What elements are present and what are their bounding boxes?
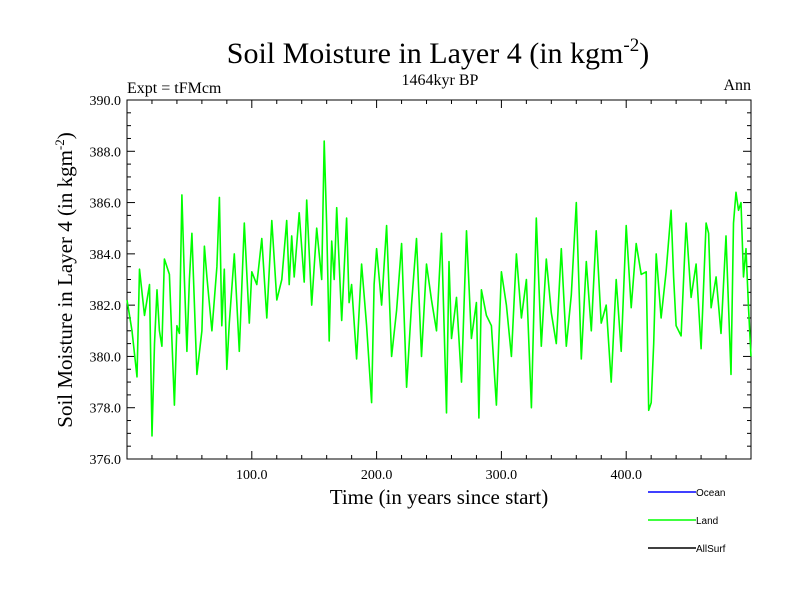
y-axis-ticks: 376.0 378.0 380.0 382.0 384.0 386.0 388.0 390.0: [90, 94, 751, 468]
legend-label-ocean: Ocean: [696, 488, 725, 499]
chart-subtitle: 1464kyr BP: [402, 72, 479, 89]
x-tick-label: 200.0: [361, 468, 393, 483]
experiment-label: Expt = tFMcm: [127, 80, 222, 97]
legend-label-allsurf: AllSurf: [696, 544, 726, 555]
y-axis-label: Soil Moisture in Layer 4 (in kgm-2): [52, 132, 77, 427]
period-label: Ann: [723, 77, 751, 94]
x-tick-label: 300.0: [486, 468, 518, 483]
y-tick-label: 376.0: [90, 453, 122, 468]
y-tick-label: 386.0: [90, 197, 122, 212]
y-tick-label: 388.0: [90, 145, 122, 160]
x-axis-label: Time (in years since start): [330, 485, 549, 509]
y-tick-label: 384.0: [90, 248, 122, 263]
y-tick-label: 380.0: [90, 350, 122, 365]
series-line-land: [126, 140, 752, 437]
x-tick-label: 400.0: [610, 468, 642, 483]
chart-title: Soil Moisture in Layer 4 (in kgm-2): [227, 35, 649, 70]
y-tick-label: 378.0: [90, 402, 122, 417]
legend: Ocean Land AllSurf: [648, 488, 726, 555]
x-tick-label: 100.0: [236, 468, 268, 483]
legend-label-land: Land: [696, 516, 718, 527]
y-tick-label: 382.0: [90, 299, 122, 314]
y-tick-label: 390.0: [90, 94, 122, 109]
x-axis-ticks: 100.0 200.0 300.0 400.0: [151, 100, 727, 483]
